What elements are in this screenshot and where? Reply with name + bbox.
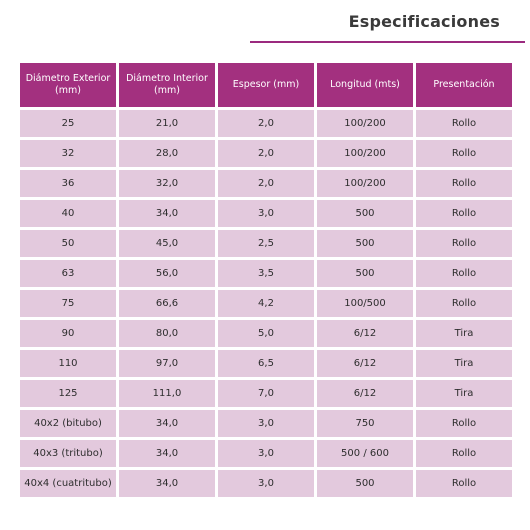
cell-outer-diameter: 75 bbox=[20, 290, 116, 317]
cell-presentation: Rollo bbox=[416, 110, 512, 137]
cell-presentation: Rollo bbox=[416, 170, 512, 197]
cell-presentation: Rollo bbox=[416, 410, 512, 437]
cell-outer-diameter: 25 bbox=[20, 110, 116, 137]
title-underline bbox=[250, 41, 525, 43]
cell-presentation: Tira bbox=[416, 350, 512, 377]
table-row: 40 34,0 3,0 500 Rollo bbox=[20, 200, 512, 227]
cell-thickness: 2,0 bbox=[218, 110, 314, 137]
cell-outer-diameter: 63 bbox=[20, 260, 116, 287]
cell-inner-diameter: 34,0 bbox=[119, 470, 215, 497]
page-title: Especificaciones bbox=[348, 12, 500, 31]
cell-thickness: 3,0 bbox=[218, 200, 314, 227]
cell-length: 6/12 bbox=[317, 380, 413, 407]
cell-inner-diameter: 56,0 bbox=[119, 260, 215, 287]
table-row: 90 80,0 5,0 6/12 Tira bbox=[20, 320, 512, 347]
cell-thickness: 3,0 bbox=[218, 410, 314, 437]
cell-presentation: Tira bbox=[416, 380, 512, 407]
cell-inner-diameter: 45,0 bbox=[119, 230, 215, 257]
cell-thickness: 2,5 bbox=[218, 230, 314, 257]
table-row: 50 45,0 2,5 500 Rollo bbox=[20, 230, 512, 257]
cell-outer-diameter: 90 bbox=[20, 320, 116, 347]
cell-thickness: 3,5 bbox=[218, 260, 314, 287]
cell-outer-diameter: 32 bbox=[20, 140, 116, 167]
cell-outer-diameter: 40x2 (bitubo) bbox=[20, 410, 116, 437]
cell-thickness: 6,5 bbox=[218, 350, 314, 377]
cell-presentation: Tira bbox=[416, 320, 512, 347]
cell-outer-diameter: 40x4 (cuatritubo) bbox=[20, 470, 116, 497]
cell-presentation: Rollo bbox=[416, 440, 512, 467]
header-outer-diameter: Diámetro Exterior (mm) bbox=[20, 63, 116, 107]
specifications-table: Diámetro Exterior (mm) Diámetro Interior… bbox=[17, 60, 515, 500]
cell-presentation: Rollo bbox=[416, 200, 512, 227]
cell-inner-diameter: 21,0 bbox=[119, 110, 215, 137]
cell-length: 500 bbox=[317, 200, 413, 227]
cell-outer-diameter: 110 bbox=[20, 350, 116, 377]
cell-outer-diameter: 36 bbox=[20, 170, 116, 197]
table-row: 75 66,6 4,2 100/500 Rollo bbox=[20, 290, 512, 317]
cell-inner-diameter: 34,0 bbox=[119, 440, 215, 467]
cell-thickness: 3,0 bbox=[218, 440, 314, 467]
header-presentation: Presentación bbox=[416, 63, 512, 107]
cell-presentation: Rollo bbox=[416, 470, 512, 497]
header-length: Longitud (mts) bbox=[317, 63, 413, 107]
table-row: 40x3 (tritubo) 34,0 3,0 500 / 600 Rollo bbox=[20, 440, 512, 467]
cell-thickness: 5,0 bbox=[218, 320, 314, 347]
cell-thickness: 4,2 bbox=[218, 290, 314, 317]
cell-outer-diameter: 125 bbox=[20, 380, 116, 407]
table-row: 110 97,0 6,5 6/12 Tira bbox=[20, 350, 512, 377]
cell-presentation: Rollo bbox=[416, 140, 512, 167]
table-row: 125 111,0 7,0 6/12 Tira bbox=[20, 380, 512, 407]
cell-length: 6/12 bbox=[317, 320, 413, 347]
cell-thickness: 2,0 bbox=[218, 140, 314, 167]
cell-length: 500 / 600 bbox=[317, 440, 413, 467]
table-header-row: Diámetro Exterior (mm) Diámetro Interior… bbox=[20, 63, 512, 107]
cell-length: 100/200 bbox=[317, 140, 413, 167]
cell-length: 500 bbox=[317, 470, 413, 497]
cell-length: 750 bbox=[317, 410, 413, 437]
table-row: 36 32,0 2,0 100/200 Rollo bbox=[20, 170, 512, 197]
cell-presentation: Rollo bbox=[416, 260, 512, 287]
table-row: 40x2 (bitubo) 34,0 3,0 750 Rollo bbox=[20, 410, 512, 437]
cell-length: 100/200 bbox=[317, 170, 413, 197]
table-row: 25 21,0 2,0 100/200 Rollo bbox=[20, 110, 512, 137]
cell-length: 500 bbox=[317, 260, 413, 287]
cell-inner-diameter: 80,0 bbox=[119, 320, 215, 347]
cell-length: 100/500 bbox=[317, 290, 413, 317]
cell-inner-diameter: 97,0 bbox=[119, 350, 215, 377]
header-inner-diameter: Diámetro Interior (mm) bbox=[119, 63, 215, 107]
cell-thickness: 3,0 bbox=[218, 470, 314, 497]
cell-thickness: 2,0 bbox=[218, 170, 314, 197]
cell-thickness: 7,0 bbox=[218, 380, 314, 407]
table-row: 32 28,0 2,0 100/200 Rollo bbox=[20, 140, 512, 167]
cell-length: 100/200 bbox=[317, 110, 413, 137]
table-row: 40x4 (cuatritubo) 34,0 3,0 500 Rollo bbox=[20, 470, 512, 497]
cell-presentation: Rollo bbox=[416, 290, 512, 317]
cell-outer-diameter: 50 bbox=[20, 230, 116, 257]
cell-outer-diameter: 40x3 (tritubo) bbox=[20, 440, 116, 467]
cell-inner-diameter: 111,0 bbox=[119, 380, 215, 407]
cell-inner-diameter: 28,0 bbox=[119, 140, 215, 167]
cell-inner-diameter: 34,0 bbox=[119, 200, 215, 227]
table-row: 63 56,0 3,5 500 Rollo bbox=[20, 260, 512, 287]
header-thickness: Espesor (mm) bbox=[218, 63, 314, 107]
cell-presentation: Rollo bbox=[416, 230, 512, 257]
cell-outer-diameter: 40 bbox=[20, 200, 116, 227]
cell-inner-diameter: 66,6 bbox=[119, 290, 215, 317]
cell-inner-diameter: 32,0 bbox=[119, 170, 215, 197]
cell-length: 500 bbox=[317, 230, 413, 257]
cell-inner-diameter: 34,0 bbox=[119, 410, 215, 437]
cell-length: 6/12 bbox=[317, 350, 413, 377]
